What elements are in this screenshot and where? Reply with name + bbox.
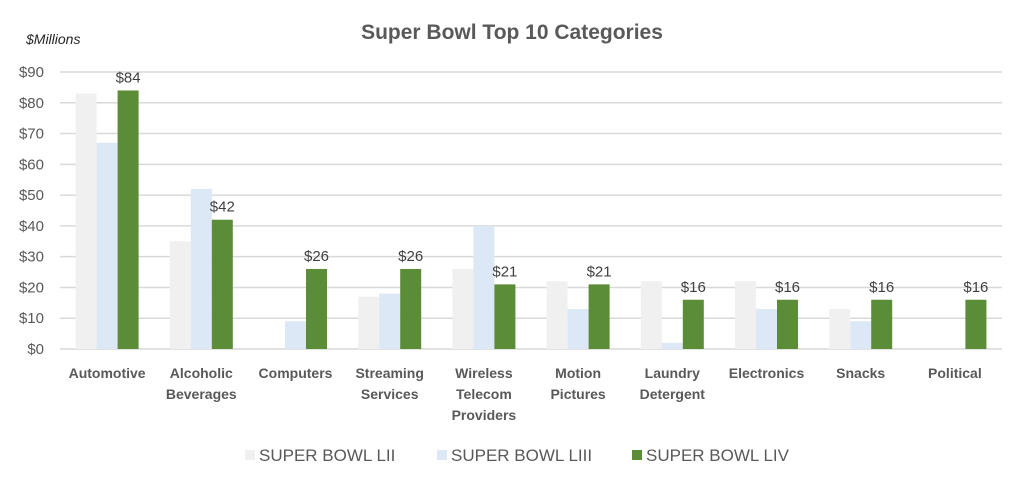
x-tick-label: Laundry Detergent	[640, 365, 706, 402]
bar-super-bowl-lii	[169, 241, 191, 349]
bar-super-bowl-lii	[829, 308, 851, 349]
legend-swatch	[437, 450, 447, 460]
data-label: $84	[116, 69, 141, 86]
bar-super-bowl-lii	[358, 296, 380, 349]
data-label: $26	[304, 248, 329, 265]
bar-super-bowl-liii	[756, 308, 777, 349]
y-tick-label: $20	[19, 279, 44, 296]
legend-swatch	[245, 450, 255, 460]
y-tick-label: $10	[19, 310, 44, 327]
bar-super-bowl-liv	[306, 268, 327, 349]
y-tick-label: $60	[19, 156, 44, 173]
y-tick-label: $80	[19, 95, 44, 112]
bar-super-bowl-lii	[75, 93, 97, 350]
unit-label: $Millions	[25, 31, 80, 47]
bar-super-bowl-liii	[285, 321, 306, 349]
x-tick-label: Electronics	[729, 365, 805, 381]
legend-label: SUPER BOWL LIII	[451, 446, 592, 465]
data-label: $16	[963, 279, 988, 296]
data-label: $42	[210, 199, 235, 216]
bar-super-bowl-liii	[850, 321, 872, 349]
bar-super-bowl-liv	[682, 299, 704, 349]
legend-swatch	[632, 450, 642, 460]
bar-super-bowl-liii	[473, 225, 495, 349]
x-tick-label: Snacks	[836, 365, 885, 381]
bar-super-bowl-lii	[452, 268, 474, 349]
y-tick-label: $90	[19, 64, 44, 81]
bar-super-bowl-liii	[190, 188, 212, 349]
data-label: $21	[587, 263, 612, 280]
legend-label: SUPER BOWL LII	[259, 446, 395, 465]
bar-super-bowl-liv	[588, 284, 610, 349]
bar-super-bowl-liv	[211, 219, 233, 349]
bars	[75, 90, 987, 350]
data-label: $26	[398, 248, 423, 265]
y-tick-label: $50	[19, 187, 44, 204]
bar-super-bowl-lii	[640, 281, 662, 349]
x-tick-label: Alcoholic Beverages	[166, 365, 237, 402]
data-label: $16	[681, 279, 706, 296]
bar-super-bowl-liv	[117, 90, 139, 349]
x-tick-label: Automotive	[69, 365, 146, 381]
y-tick-label: $0	[27, 341, 44, 358]
data-labels: $84 $42 $26 $26 $21 $21 $16 $16 $16 $16	[116, 69, 989, 295]
y-axis-ticks: $0 $10 $20 $30 $40 $50 $60 $70 $80 $90	[19, 64, 44, 358]
bar-super-bowl-liii	[661, 342, 683, 349]
x-tick-label: Political	[928, 365, 982, 381]
x-tick-label: Motion Pictures	[550, 365, 605, 402]
bar-super-bowl-lii	[735, 281, 756, 349]
x-tick-label: Wireless Telecom Providers	[452, 365, 517, 423]
data-label: $16	[775, 279, 800, 296]
bar-super-bowl-liii	[379, 293, 401, 349]
bar-super-bowl-liv	[777, 299, 798, 349]
y-tick-label: $70	[19, 126, 44, 143]
x-tick-label: Streaming Services	[355, 365, 423, 402]
bar-super-bowl-liv	[494, 284, 516, 349]
data-label: $21	[492, 263, 517, 280]
y-tick-label: $40	[19, 218, 44, 235]
chart-title: Super Bowl Top 10 Categories	[361, 21, 663, 44]
bar-super-bowl-liv	[400, 268, 422, 349]
legend: SUPER BOWL LII SUPER BOWL LIII SUPER BOWL …	[245, 446, 790, 465]
x-axis-ticks: Automotive Alcoholic Beverages Computers Str…	[69, 365, 982, 423]
legend-label: SUPER BOWL LIV	[646, 446, 790, 465]
bar-super-bowl-liii	[567, 308, 589, 349]
data-label: $16	[869, 279, 894, 296]
bar-super-bowl-liv	[965, 299, 987, 349]
bar-super-bowl-lii	[546, 281, 568, 349]
bar-super-bowl-liii	[96, 142, 118, 349]
x-tick-label: Computers	[259, 365, 333, 381]
y-tick-label: $30	[19, 249, 44, 266]
bar-super-bowl-liv	[871, 299, 893, 349]
